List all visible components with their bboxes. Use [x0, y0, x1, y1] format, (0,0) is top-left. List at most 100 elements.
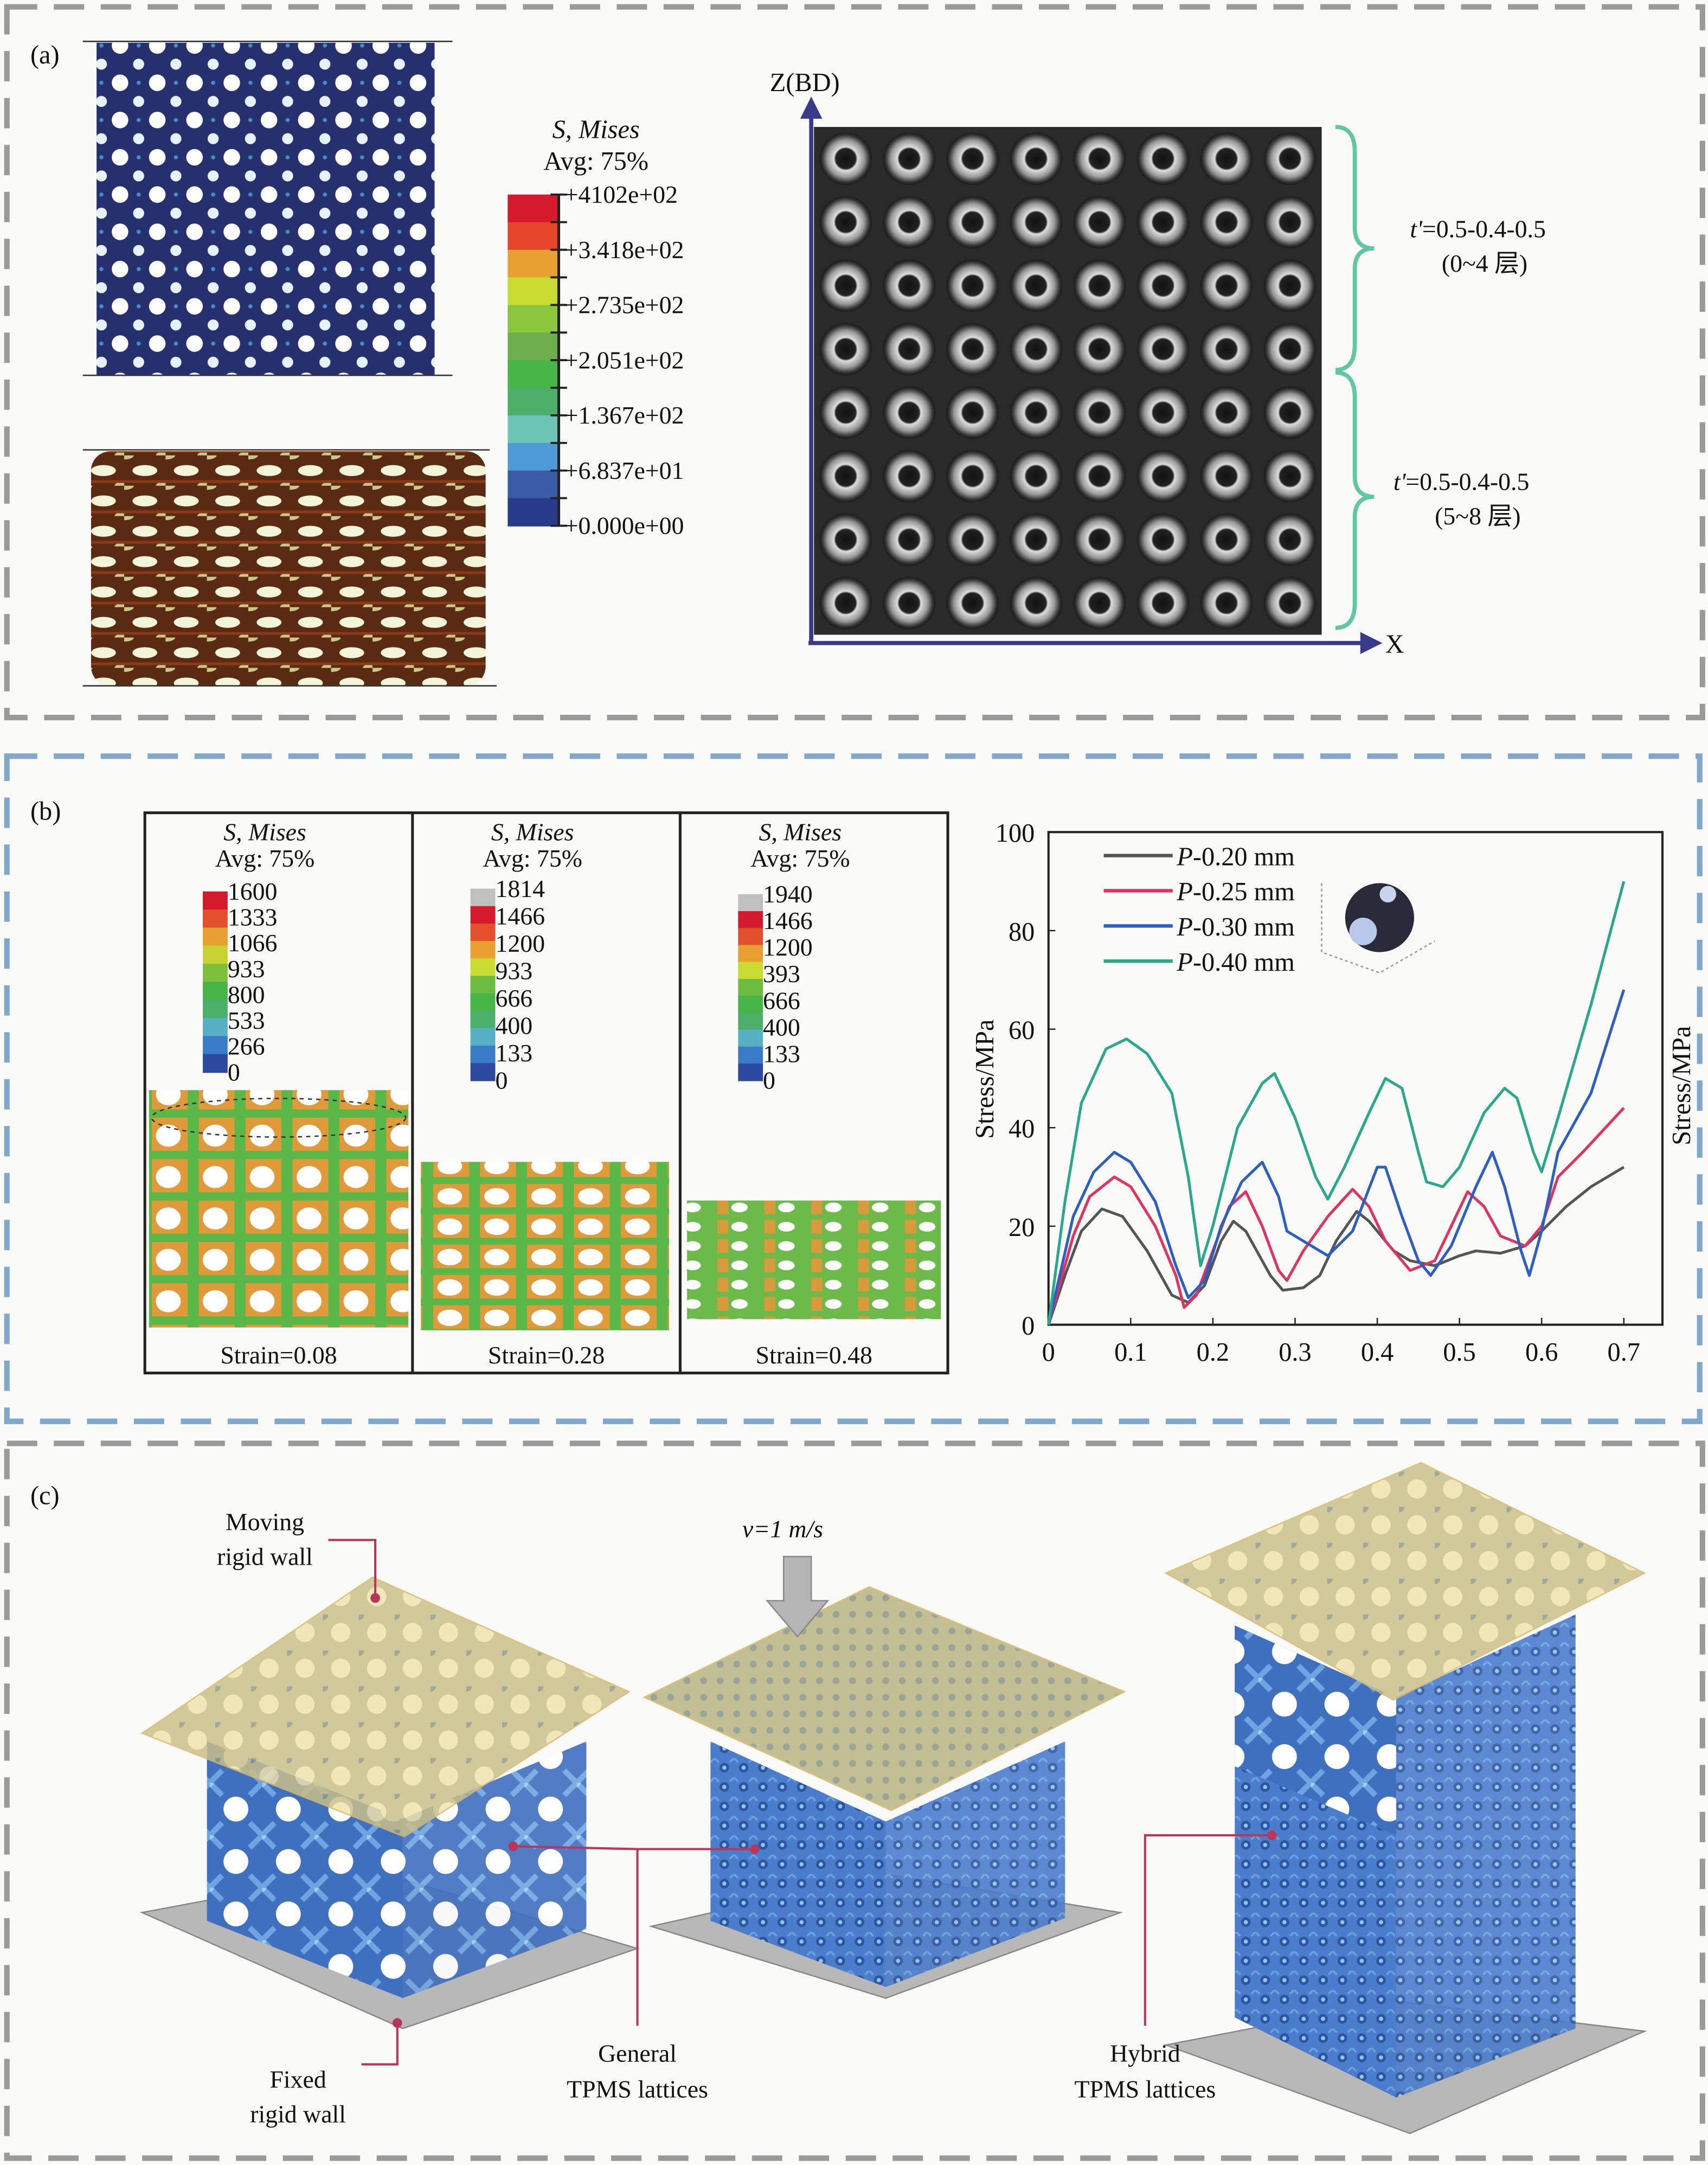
- colorbar-swatch: [738, 1029, 763, 1048]
- colorbar-tick-label: 666: [495, 984, 532, 1012]
- upper-thickness: =0.5-0.4-0.5: [1422, 215, 1546, 243]
- svg-text:S, Mises: S, Mises: [553, 115, 640, 144]
- colorbar-swatch: [508, 222, 559, 251]
- colorbar-swatch: [738, 1064, 763, 1081]
- colorbar-swatch: [470, 941, 496, 959]
- colorbar-swatch: [470, 1063, 496, 1081]
- colorbar-swatch: [203, 1054, 228, 1073]
- colorbar-tick-label: 533: [228, 1007, 265, 1034]
- general-lattice-label-1: General: [598, 2039, 677, 2067]
- lower-layers: (5~8 层): [1435, 502, 1520, 530]
- subpanel-colorbar-subtitle: Avg: 75%: [215, 844, 315, 872]
- colorbar-tick-label: 1600: [228, 877, 278, 905]
- svg-text:v=1 m/s: v=1 m/s: [742, 1515, 823, 1542]
- colorbar-tick-label: 133: [495, 1039, 532, 1067]
- moving-wall-label-2: rigid wall: [217, 1542, 313, 1570]
- fe-lattice-strain-008: [149, 1090, 409, 1328]
- panel-a-frame: [4, 4, 1705, 721]
- panel-a-label: (a): [30, 41, 60, 69]
- colorbar-swatch: [470, 976, 496, 994]
- hybrid-lattice-label-2: TPMS lattices: [1075, 2075, 1216, 2103]
- colorbar-tick-label: 933: [495, 957, 532, 984]
- colorbar-tick-label: 393: [763, 960, 800, 988]
- colorbar-swatch: [738, 928, 763, 946]
- colorbar-swatch: [508, 194, 559, 223]
- hybrid-lattice-model: [1163, 1462, 1647, 2135]
- general-lattice-model-small-cell: v=1 m/s: [643, 1515, 1126, 1999]
- colorbar-tick-label: +2.051e+02: [564, 346, 684, 374]
- y-tick-label: 40: [1009, 1114, 1035, 1143]
- colorbar-title: S, Mises: [553, 115, 640, 144]
- colorbar-swatch: [470, 888, 496, 907]
- colorbar-tick-label: +0.000e+00: [564, 512, 684, 540]
- z-axis-label: Z(BD): [770, 68, 840, 97]
- fixed-wall-label-2: rigid wall: [250, 2100, 346, 2128]
- t-label: t': [1410, 215, 1423, 243]
- colorbar-tick-label: 1066: [228, 929, 278, 957]
- colorbar-tick-label: +4102e+02: [564, 181, 678, 208]
- colorbar-swatch: [738, 911, 763, 929]
- t-label: t': [1394, 467, 1407, 495]
- hybrid-lattice-label-1: Hybrid: [1110, 2039, 1180, 2067]
- moving-wall-label-1: Moving: [226, 1508, 304, 1536]
- x-tick-label: 0.2: [1197, 1338, 1229, 1367]
- brace-lower-icon: [1335, 370, 1375, 630]
- colorbar-swatch: [508, 387, 559, 417]
- subpanel-colorbar-title: S, Mises: [223, 818, 306, 846]
- x-tick-label: 0: [1042, 1338, 1055, 1367]
- fe-lattice-strain-048: [687, 1200, 941, 1320]
- y-tick-label: 20: [1009, 1213, 1035, 1242]
- colorbar-swatch: [508, 332, 559, 361]
- colorbar-swatch: [203, 891, 228, 911]
- colorbar-tick-label: +2.735e+02: [564, 291, 684, 319]
- colorbar-swatch: [508, 305, 559, 334]
- x-axis-label: X: [1385, 630, 1404, 659]
- ct-lattice-image: Z(BD) X t'=0.5-0.4-0.5 (0~4 层) t'=0.5-0.…: [770, 68, 1546, 659]
- x-tick-label: 0.3: [1279, 1338, 1311, 1367]
- colorbar-swatch: [508, 249, 559, 278]
- colorbar-swatch: [738, 894, 763, 912]
- colorbar-swatch: [738, 962, 763, 980]
- general-lattice-model-large-cell: [139, 1576, 640, 2029]
- colorbar-swatch: [738, 1013, 763, 1030]
- plot-area: [1047, 831, 1664, 1326]
- colorbar-swatch: [738, 1046, 763, 1065]
- fe-lattice-side-view: [82, 449, 497, 687]
- colorbar-tick-label: 0: [228, 1058, 240, 1086]
- subpanel-colorbar-title: S, Mises: [759, 818, 842, 846]
- colorbar-a: S, Mises Avg: 75% +4102e+02 +3.418e+02 +2.…: [508, 115, 684, 540]
- moving-rigid-wall-plate: [140, 1576, 631, 1838]
- series-line-3: [1047, 881, 1626, 1325]
- colorbar-swatch: [203, 909, 228, 928]
- callout-dot: [508, 1841, 518, 1852]
- velocity-label: v=1 m/s: [742, 1515, 823, 1542]
- colorbar-swatch: [508, 360, 559, 389]
- colorbar-swatch: [470, 906, 496, 925]
- velocity-arrow-icon: [765, 1555, 830, 1638]
- colorbar-subtitle: Avg: 75%: [543, 147, 648, 176]
- z-axis-arrow-icon: [800, 97, 823, 119]
- colorbar-swatch: [508, 277, 559, 306]
- colorbar-swatch: [470, 923, 496, 942]
- x-tick-label: 0.4: [1361, 1338, 1394, 1367]
- legend-label: P-0.25 mm: [1176, 877, 1294, 906]
- fe-lattice-strain-028: [421, 1162, 670, 1330]
- legend-label: P-0.20 mm: [1176, 842, 1294, 871]
- colorbar-swatch: [203, 964, 228, 983]
- colorbar-tick-label: 1814: [495, 875, 545, 902]
- svg-text:t'=0.5-0.4-0.5: t'=0.5-0.4-0.5: [1410, 215, 1546, 243]
- strain-label: Strain=0.48: [756, 1341, 872, 1369]
- panel-c-frame: [4, 1440, 1705, 2161]
- colorbar-swatch: [203, 927, 228, 946]
- brace-upper-icon: [1335, 125, 1375, 372]
- fixed-wall-label-1: Fixed: [269, 2066, 326, 2093]
- strain-label: Strain=0.08: [220, 1341, 337, 1369]
- subpanel-colorbar-subtitle: Avg: 75%: [750, 844, 850, 872]
- colorbar-tick-label: +3.418e+02: [564, 236, 684, 264]
- fe-lattice-top-view: [82, 41, 453, 376]
- series-line-0: [1047, 1165, 1625, 1325]
- colorbar-swatch: [470, 1028, 496, 1047]
- upper-layers: (0~4 层): [1442, 249, 1527, 277]
